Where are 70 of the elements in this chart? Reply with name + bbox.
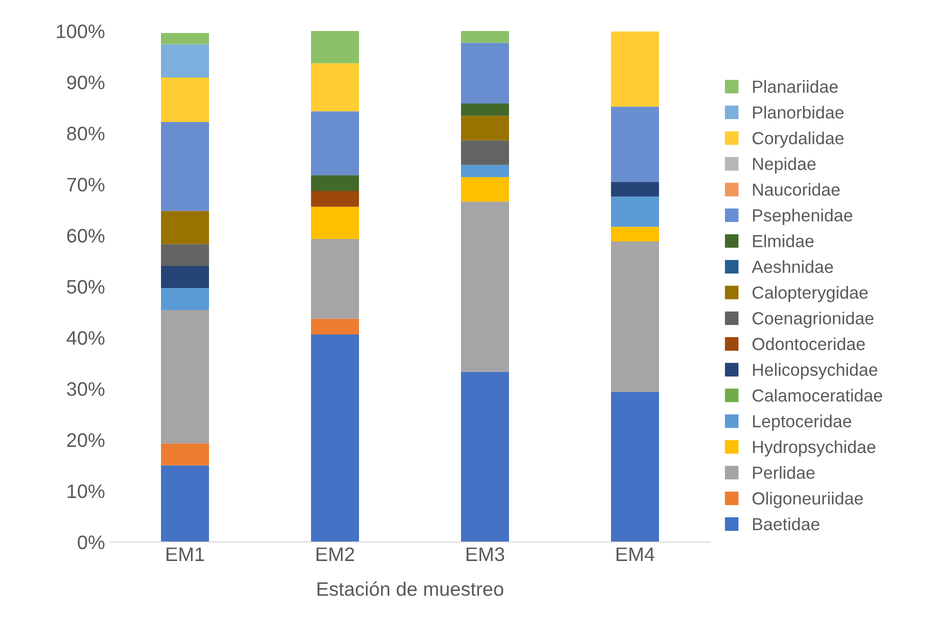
legend-label: Helicopsychidae <box>753 363 878 380</box>
bar <box>161 266 209 288</box>
legend-label: Calopterygidae <box>752 286 868 302</box>
bar <box>311 334 359 542</box>
legend-label: Nepidae <box>753 157 816 174</box>
legend-label: Coenagrionidae <box>752 312 874 328</box>
bar <box>311 175 359 191</box>
y-tick-label: 100% <box>56 24 104 38</box>
legend-label: Psephenidae <box>753 208 852 225</box>
bar <box>611 392 659 542</box>
legend-label: Corydalidae <box>752 132 844 148</box>
y-tick-label: 40% <box>66 331 104 345</box>
legend-label: Oligoneuriidae <box>752 492 863 508</box>
bar <box>461 202 509 372</box>
legend-label: Odontoceridae <box>752 337 865 350</box>
bar <box>161 465 209 542</box>
y-tick-label: 10% <box>68 484 104 498</box>
bar <box>611 226 659 242</box>
bar <box>461 42 509 104</box>
y-tick-label: 70% <box>67 178 104 192</box>
bar <box>461 164 509 178</box>
legend-label: Planariidae <box>753 80 838 93</box>
bar <box>461 372 509 542</box>
bar <box>161 443 209 466</box>
bar <box>311 31 359 64</box>
bar <box>461 104 509 116</box>
x-tick-label: EM4 <box>616 548 654 561</box>
bar <box>161 44 209 78</box>
y-tick-label: 30% <box>66 382 104 396</box>
bar <box>611 182 659 197</box>
bar <box>461 116 509 140</box>
bar <box>311 206 359 239</box>
x-tick-label: EM2 <box>316 547 354 561</box>
legend-label: Naucoridae <box>753 183 840 196</box>
legend-label: Baetidae <box>753 518 820 530</box>
y-tick-label: 0% <box>78 535 104 550</box>
bar <box>161 288 209 310</box>
bar <box>311 190 359 207</box>
y-tick-label: 60% <box>67 228 104 243</box>
legend-label: Elmidae <box>753 234 814 248</box>
legend-label: Planorbidae <box>753 106 844 119</box>
bar <box>161 78 209 122</box>
y-tick-label: 80% <box>67 126 104 140</box>
x-axis-title: Estación de muestreo <box>318 581 504 596</box>
legend-label: Aeshnidae <box>752 260 833 273</box>
y-tick-label: 20% <box>67 433 104 448</box>
bar <box>311 111 359 176</box>
bar <box>161 310 209 444</box>
y-tick-label: 90% <box>67 76 104 90</box>
bar <box>311 63 359 112</box>
bar <box>161 33 209 44</box>
bar <box>161 122 209 211</box>
legend-label: Calamoceratidae <box>752 388 882 402</box>
legend-label: Hydropsychidae <box>753 440 876 457</box>
legend-label: Leptoceridae <box>753 414 852 431</box>
bar <box>461 140 509 165</box>
bar <box>611 242 659 392</box>
x-tick-label: EM1 <box>166 548 204 561</box>
bar <box>611 106 659 182</box>
y-tick-label: 50% <box>67 280 104 294</box>
bar <box>461 177 509 202</box>
bar <box>611 196 659 227</box>
legend-label: Perlidae <box>753 466 815 479</box>
bar <box>311 238 359 319</box>
bar <box>461 31 509 43</box>
x-tick-label: EM3 <box>466 547 504 562</box>
bar <box>161 244 209 266</box>
bar <box>311 318 359 335</box>
bar <box>611 32 659 107</box>
bar <box>161 210 209 244</box>
